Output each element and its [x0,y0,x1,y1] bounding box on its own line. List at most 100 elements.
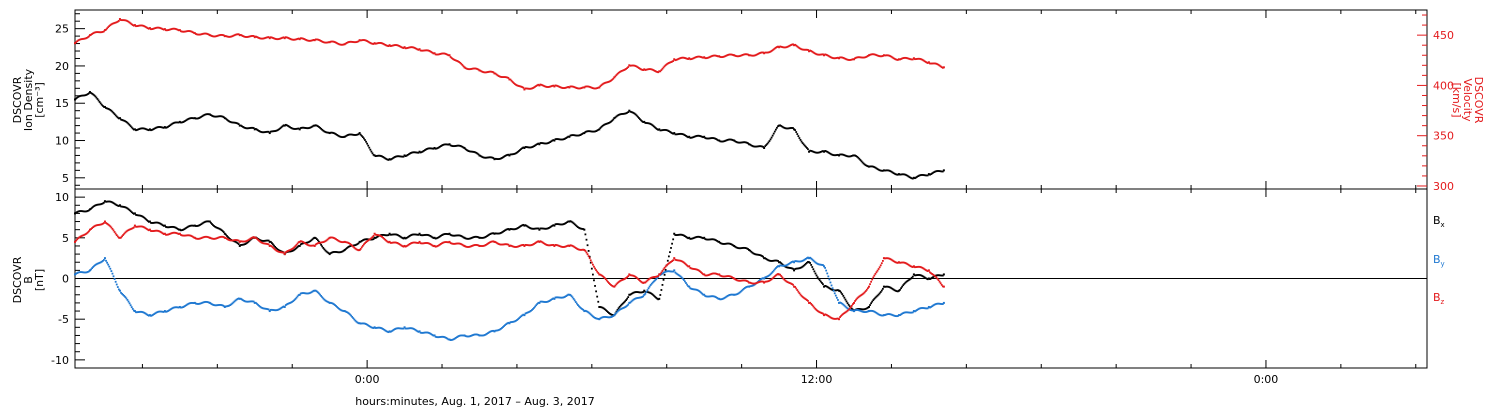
by-trace-dot [346,311,349,314]
velocity-trace-dot [839,56,841,59]
by-trace-dot [159,310,162,313]
velocity-trace-dot [131,24,134,26]
density-trace-dot [450,144,453,147]
bz-trace-dot [390,241,393,244]
bx-trace-dot [858,308,861,310]
by-trace-dot [835,296,838,299]
bx-trace-dot [571,221,574,224]
bx-trace-dot [372,238,375,240]
by-trace-dot [907,311,910,314]
bz-trace-dot [941,285,944,288]
bz-trace-dot [697,269,700,272]
by-trace-dot [545,300,548,303]
bx-point [718,240,721,243]
velocity-axis-title-line: Velocity [1461,78,1474,122]
velocity-trace-dot [595,87,598,90]
density-trace-dot [569,134,572,137]
bx-trace-dot [288,250,290,253]
by-trace-dot [563,296,565,299]
velocity-trace-dot [302,37,304,40]
bz-trace-dot [676,259,679,262]
bx-trace-dot [676,234,679,236]
by-trace-dot [612,315,615,317]
bx-trace-dot [865,307,868,310]
bx-trace-dot [338,251,341,254]
density-trace-dot [934,170,937,173]
velocity-trace-dot [750,54,753,57]
density-trace-dot [84,94,87,96]
density-trace-dot [471,150,473,153]
density-trace-dot [825,150,828,153]
bx-trace-dot [802,264,805,267]
bx-trace-dot [920,274,923,277]
velocity-trace-dot [299,37,302,40]
velocity-trace-dot [771,49,774,52]
density-trace-dot [76,96,79,99]
bz-trace-dot [599,273,602,276]
bz-trace-dot [731,276,733,279]
bz-trace-dot [280,251,283,254]
density-trace-dot [911,177,914,180]
bx-trace-dot [520,224,523,227]
velocity-trace-dot [556,85,559,87]
bz-trace-dot [136,225,138,228]
bz-trace-dot [322,241,325,243]
density-trace-dot [624,112,626,115]
bx-trace-dot [680,233,683,236]
velocity-trace-dot [384,44,387,46]
density-trace-dot [687,136,690,139]
bz-trace-dot [847,308,850,311]
by-trace-dot [802,259,805,262]
bx-trace-dot [135,213,137,216]
density-trace-dot [841,153,844,156]
bz-trace-dot [702,273,705,276]
velocity-trace-dot [96,31,99,33]
bx-trace-dot [901,285,904,288]
bz-trace-dot [624,277,626,280]
bz-trace-dot [654,276,656,278]
bx-trace-dot [592,273,594,276]
density-point [223,117,226,120]
density-trace-dot [335,133,337,136]
bx-trace-dot [467,237,470,240]
density-trace-dot [597,128,600,131]
velocity-trace-dot [660,69,663,71]
bz-trace-dot [305,243,308,245]
by-trace-dot [427,331,430,334]
by-trace-dot [259,305,262,308]
bx-trace-dot [809,262,812,264]
velocity-trace-dot [802,48,805,51]
bz-trace-dot [677,259,680,262]
by-trace-dot [623,306,625,309]
density-trace-dot [387,159,390,161]
bz-trace-dot [398,243,401,245]
by-trace-dot [761,277,763,280]
density-point [852,154,855,157]
velocity-trace-dot [794,43,797,46]
bz-trace-dot [79,235,82,238]
bz-point [763,281,766,284]
by-trace-dot [531,309,533,311]
density-trace-dot [552,139,555,141]
velocity-trace-dot [75,41,77,44]
density-trace-dot [781,125,784,128]
bz-trace-dot [407,243,410,246]
by-trace-dot [344,310,347,313]
bx-trace-dot [81,210,84,213]
bz-trace-dot [281,251,284,254]
velocity-trace-dot [93,31,96,34]
density-trace-dot [783,126,786,129]
bz-trace-dot [201,236,204,239]
bz-trace-dot [926,270,929,272]
velocity-trace-dot [145,26,148,29]
bx-trace-dot [438,235,441,238]
bz-trace-dot [856,297,859,300]
bz-trace-dot [129,228,132,231]
density-trace-dot [495,158,498,160]
bx-trace-dot [173,226,176,229]
density-trace-dot [254,128,257,130]
by-trace-dot [395,327,397,330]
density-trace-dot [779,124,782,127]
bx-trace-dot [618,305,621,308]
density-trace-dot [540,142,543,144]
